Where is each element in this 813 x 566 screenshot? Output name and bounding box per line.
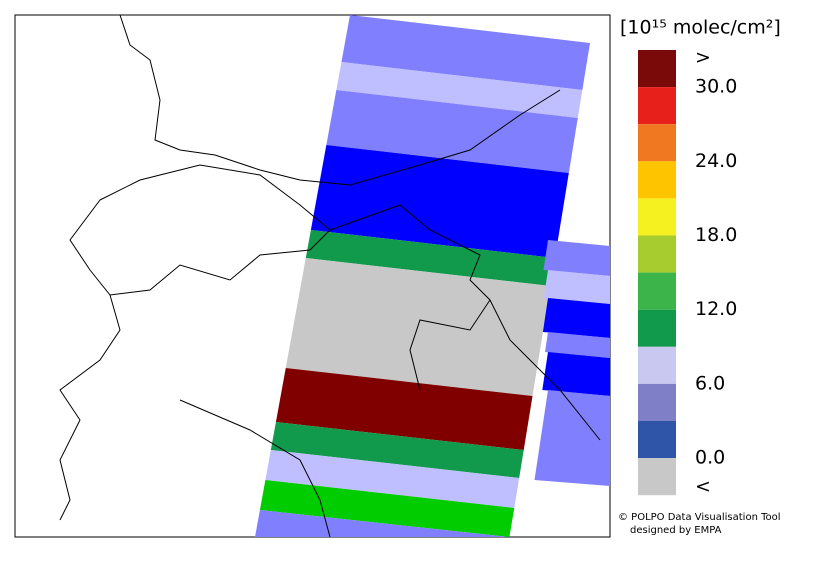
colorbar-swatch xyxy=(638,124,676,162)
colorbar-label: 0.0 xyxy=(695,447,725,469)
swath-strip xyxy=(265,450,520,508)
colorbar-label: 30.0 xyxy=(695,76,737,98)
swath-strip xyxy=(542,298,610,338)
swath-strip xyxy=(326,90,578,173)
swath-strip xyxy=(543,240,610,276)
swath-strip xyxy=(259,480,515,537)
swath-strip xyxy=(336,62,583,118)
colorbar-swatch xyxy=(638,198,676,236)
colorbar-label: 6.0 xyxy=(695,372,725,394)
colorbar-swatch xyxy=(638,161,676,199)
colorbar-label: 18.0 xyxy=(695,224,737,246)
colorbar-swatch xyxy=(638,272,676,310)
swath-strip xyxy=(542,352,610,396)
satellite-swath xyxy=(255,15,610,537)
swath-strip xyxy=(305,230,555,286)
swath-strip xyxy=(275,368,533,450)
swath-strip xyxy=(534,390,610,486)
swath-strip xyxy=(255,510,510,537)
colorbar-swatch xyxy=(638,87,676,125)
swath-strip xyxy=(543,270,610,304)
legend-unit: [10¹⁵ molec/cm²] xyxy=(620,17,781,39)
colorbar: >30.0 24.0 18.0 12.0 6.0 0.0 < xyxy=(638,47,737,498)
credit: © POLPO Data Visualisation Tool xyxy=(618,512,781,523)
colorbar-swatch xyxy=(638,346,676,384)
credit: designed by EMPA xyxy=(630,525,722,536)
colorbar-label: 12.0 xyxy=(695,298,737,320)
colorbar-label: 24.0 xyxy=(695,150,737,172)
borders xyxy=(59,14,601,538)
colorbar-swatch xyxy=(638,309,676,347)
colorbar-label: > xyxy=(695,47,711,69)
swath-strip xyxy=(341,15,590,90)
swath-strip xyxy=(270,422,524,478)
colorbar-swatch xyxy=(638,235,676,273)
colorbar-swatch xyxy=(638,458,676,496)
swath-strip xyxy=(545,332,610,358)
swath-strip xyxy=(310,145,569,258)
colorbar-swatch xyxy=(638,383,676,421)
colorbar-swatch xyxy=(638,50,676,88)
colorbar-label: < xyxy=(695,476,711,498)
colorbar-swatch xyxy=(638,421,676,459)
